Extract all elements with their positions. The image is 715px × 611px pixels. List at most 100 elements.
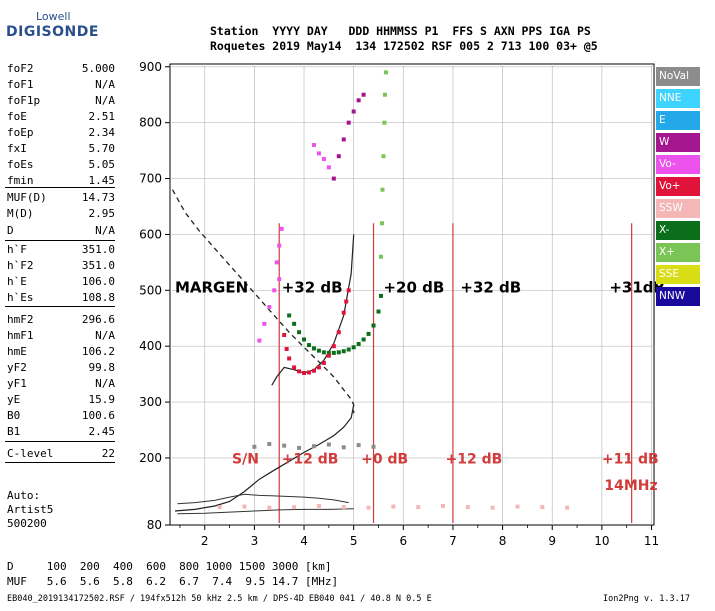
- legend-item-vo: Vo+: [656, 177, 700, 196]
- data-point: [490, 505, 495, 510]
- data-point: [341, 445, 346, 450]
- param-separator: [5, 441, 115, 442]
- param-name: M(D): [7, 207, 34, 220]
- param-value: 2.51: [88, 110, 116, 123]
- param-value: 15.9: [88, 393, 116, 406]
- e-trace-curve: [177, 493, 349, 505]
- annotation-bottom: +0 dB: [361, 452, 408, 468]
- param-separator: [5, 306, 115, 307]
- header-line-1: Station YYYY DAY DDD HHMMSS P1 FFS S AXN…: [210, 24, 591, 38]
- param-value: 2.34: [88, 126, 116, 139]
- legend-item-e: E: [656, 111, 700, 130]
- param-value: 296.6: [81, 313, 115, 326]
- legend-item-sse: SSE: [656, 265, 700, 284]
- data-point: [326, 442, 331, 447]
- data-point: [416, 505, 421, 510]
- data-point: [326, 165, 331, 170]
- data-point: [282, 443, 287, 448]
- param-name: h`F: [7, 243, 27, 256]
- data-point: [306, 343, 311, 348]
- param-row: hmF2 296.6: [7, 313, 115, 329]
- data-point: [356, 98, 361, 103]
- data-point: [311, 143, 316, 148]
- param-row: fmin 1.45: [7, 174, 115, 190]
- param-value: 2.45: [88, 425, 116, 438]
- auto-code: 500200: [7, 517, 47, 530]
- auto-label: Auto:: [7, 489, 41, 502]
- data-point: [356, 443, 361, 448]
- data-point: [316, 365, 321, 370]
- data-point: [382, 120, 387, 125]
- data-point: [242, 504, 247, 509]
- data-point: [346, 120, 351, 125]
- param-row: yF1 N/A: [7, 377, 115, 393]
- data-point: [382, 92, 387, 97]
- data-point: [356, 341, 361, 346]
- y-tick-label: 800: [139, 116, 162, 130]
- param-row: hmE 106.2: [7, 345, 115, 361]
- data-point: [336, 330, 341, 335]
- param-name: hmF1: [7, 329, 34, 342]
- o-trace-curve: [271, 234, 355, 386]
- param-name: B1: [7, 425, 21, 438]
- data-point: [379, 221, 384, 226]
- y-tick-label: 80: [147, 518, 162, 532]
- param-name: hmE: [7, 345, 27, 358]
- data-point: [302, 371, 307, 376]
- param-name: fmin: [7, 174, 34, 187]
- data-point: [361, 92, 366, 97]
- param-value: N/A: [95, 329, 115, 342]
- data-point: [326, 350, 331, 355]
- data-point: [465, 505, 470, 510]
- annotation-top: +31dB: [609, 279, 665, 297]
- param-row: C-level 22: [7, 447, 115, 463]
- param-name: h`Es: [7, 291, 34, 304]
- data-point: [321, 360, 326, 365]
- param-value: N/A: [95, 377, 115, 390]
- data-point: [311, 368, 316, 373]
- data-point: [272, 288, 277, 293]
- param-name: C-level: [7, 447, 54, 460]
- data-point: [331, 350, 336, 355]
- x-tick-label: 6: [399, 534, 407, 548]
- data-point: [361, 337, 366, 342]
- data-point: [381, 154, 386, 159]
- data-point: [351, 345, 356, 350]
- data-point: [346, 347, 351, 352]
- data-point: [371, 323, 376, 328]
- data-point: [316, 151, 321, 156]
- x-tick-label: 4: [300, 534, 308, 548]
- y-tick-label: 400: [139, 339, 162, 353]
- annotation-bottom: S/N: [232, 452, 259, 468]
- data-point: [274, 260, 279, 265]
- file-info: EB040_2019134172502.RSF / 194fx512h 50 k…: [7, 594, 432, 604]
- e-low-curve: [177, 508, 354, 515]
- y-tick-label: 500: [139, 283, 162, 297]
- param-row: foEs 5.05: [7, 158, 115, 174]
- param-row: fxI 5.70: [7, 142, 115, 158]
- data-point: [277, 277, 282, 282]
- data-point: [292, 365, 297, 370]
- param-name: MUF(D): [7, 191, 47, 204]
- annotation-bottom: +12 dB: [282, 452, 339, 468]
- param-value: 22: [101, 447, 115, 460]
- data-point: [267, 505, 272, 510]
- param-value: 5.05: [88, 158, 116, 171]
- param-value: 5.000: [81, 62, 115, 75]
- legend-item-vo: Vo-: [656, 155, 700, 174]
- data-point: [565, 505, 570, 510]
- data-point: [257, 338, 262, 343]
- param-name: fxI: [7, 142, 27, 155]
- param-row: foEp 2.34: [7, 126, 115, 142]
- param-value: 99.8: [88, 361, 116, 374]
- muf-row: MUF 5.6 5.6 5.8 6.2 6.7 7.4 9.5 14.7 [MH…: [7, 575, 339, 588]
- data-point: [331, 176, 336, 181]
- data-point: [252, 444, 257, 449]
- param-value: N/A: [95, 224, 115, 237]
- annotation-top: MARGEN: [175, 279, 248, 297]
- param-name: yF2: [7, 361, 27, 374]
- param-name: h`F2: [7, 259, 34, 272]
- data-point: [376, 309, 381, 314]
- data-point: [341, 310, 346, 315]
- y-tick-label: 300: [139, 395, 162, 409]
